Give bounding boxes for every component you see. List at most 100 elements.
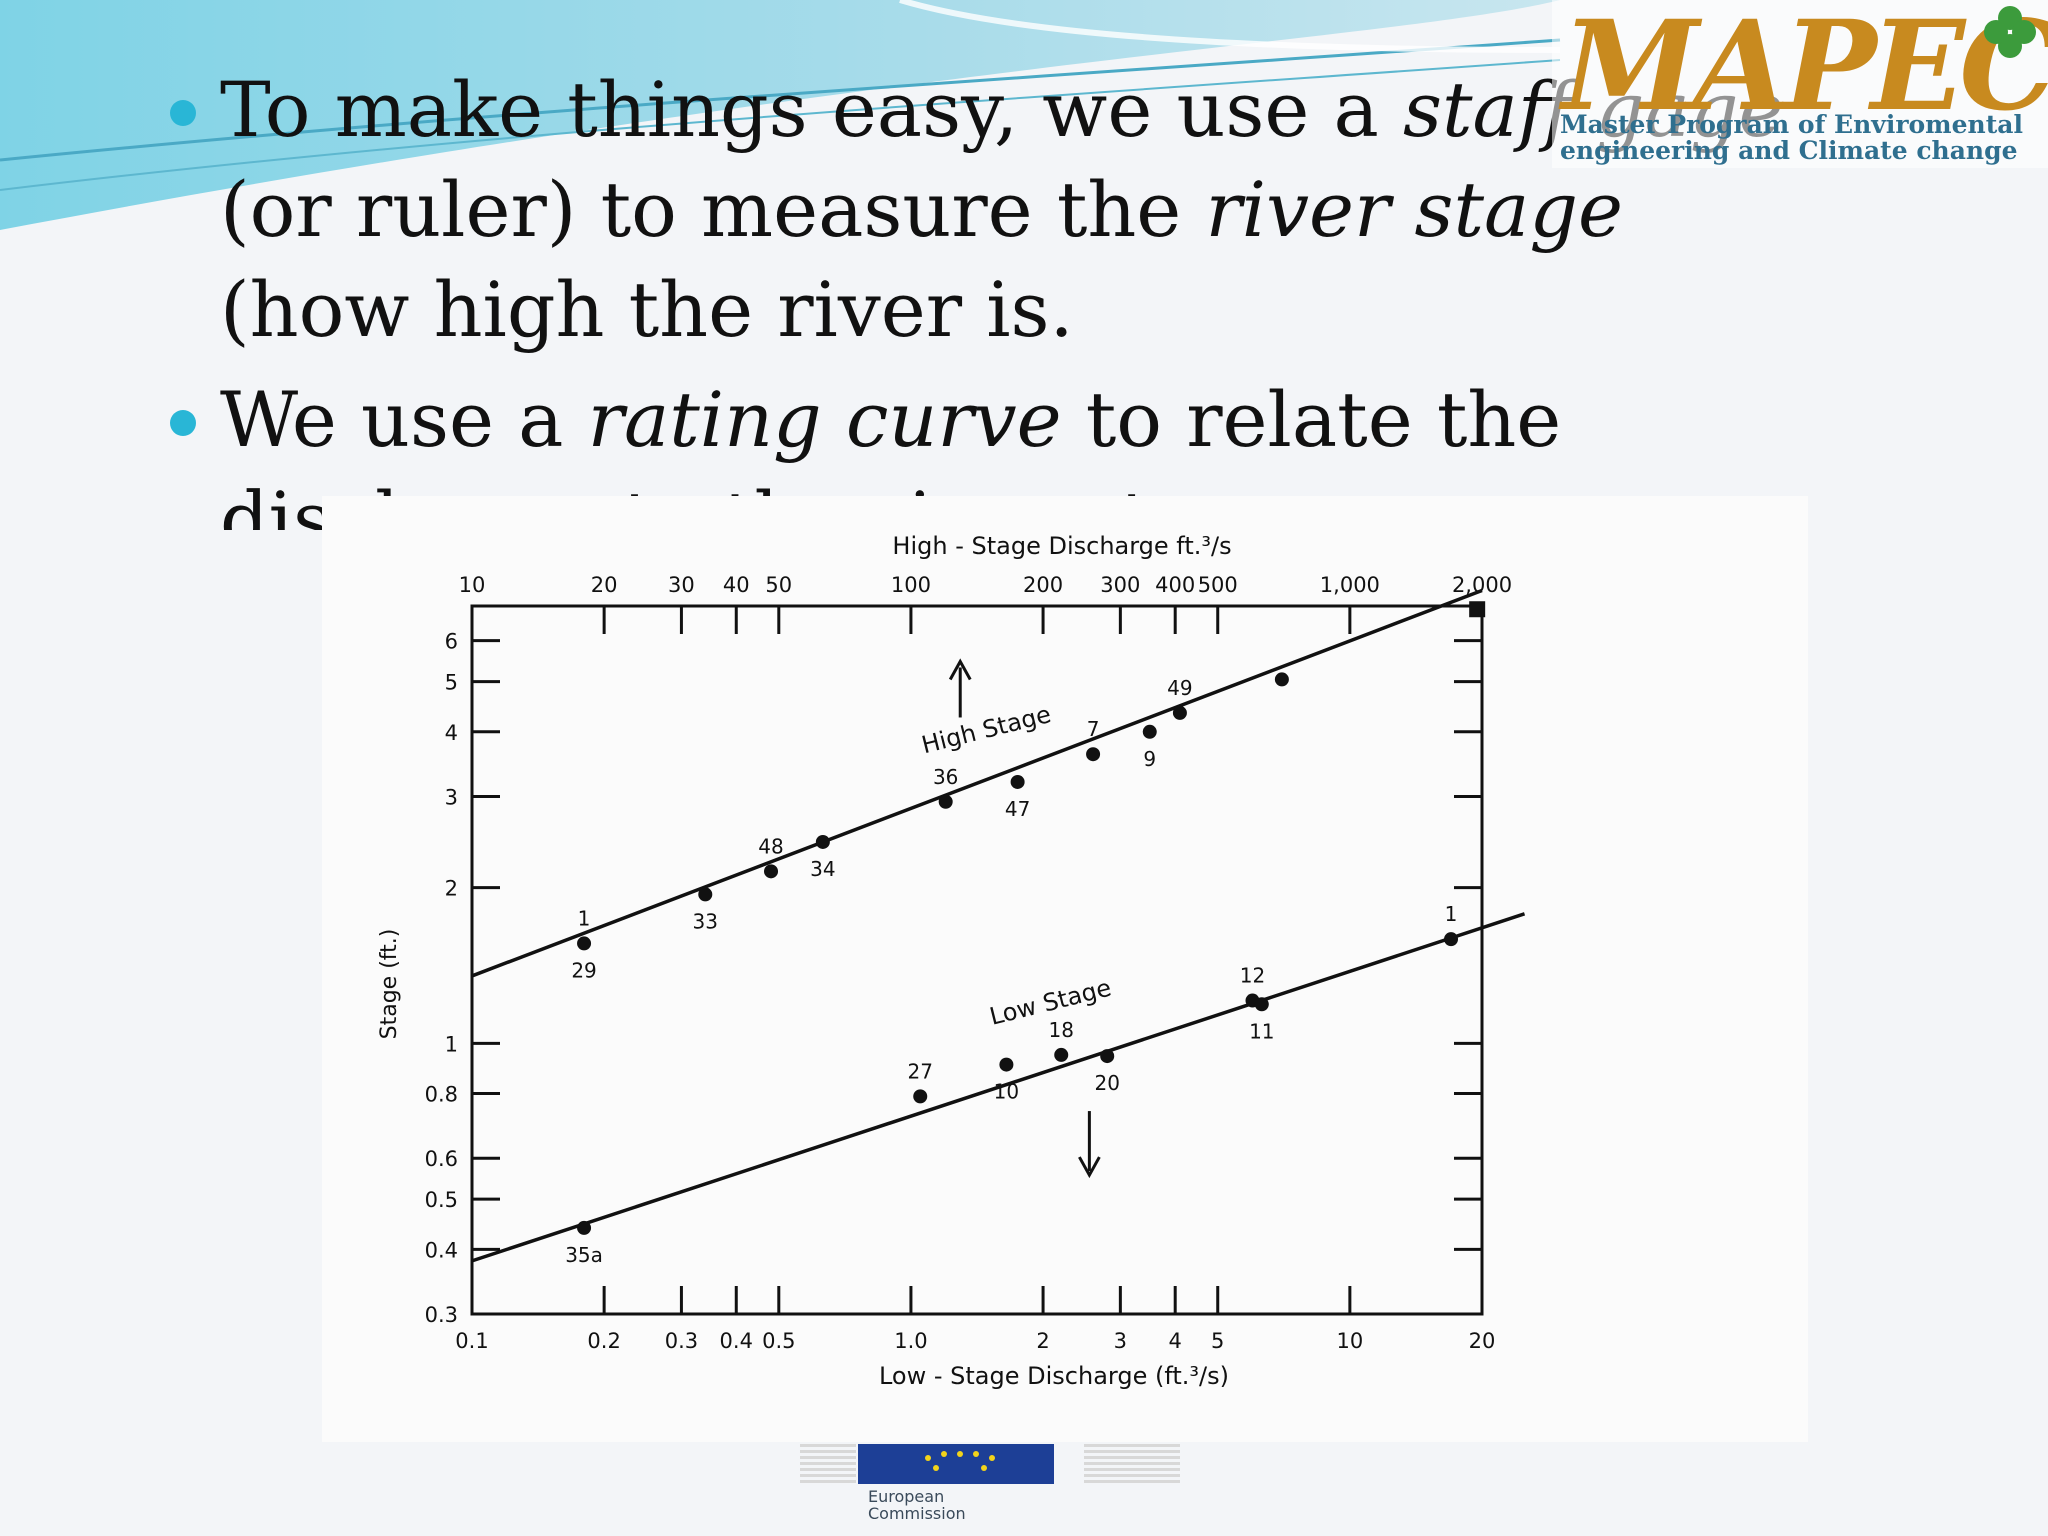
y-tick-label: 3 (445, 785, 458, 809)
top-x-tick-label: 30 (668, 573, 695, 597)
data-point-square (1469, 601, 1486, 618)
down-arrow-head-icon (1078, 1156, 1101, 1179)
bullet-dot-icon (170, 410, 196, 436)
data-point-label: 36 (933, 765, 958, 789)
data-point-label: 1 (578, 906, 591, 930)
bullet-text: We use a (220, 375, 588, 464)
plot-frame (470, 604, 1484, 1316)
ec-wordmark: European Commission (868, 1488, 966, 1522)
top-x-tick-label: 100 (891, 573, 931, 597)
data-point (938, 794, 953, 809)
top-x-tick-label: 40 (723, 573, 750, 597)
ec-stripes (1084, 1444, 1180, 1484)
data-point (1172, 705, 1187, 720)
y-tick-label: 0.4 (425, 1238, 458, 1262)
data-point (815, 834, 830, 849)
top-x-tick-label: 10 (459, 573, 486, 597)
top-x-tick-label: 1,000 (1320, 573, 1380, 597)
mapec-logo: MAPEC Master Program of Enviromental eng… (1552, 0, 2048, 168)
data-point-label: 11 (1249, 1019, 1274, 1043)
y-tick-label: 0.8 (425, 1083, 458, 1107)
ec-stripes (800, 1444, 856, 1484)
data-point (1054, 1047, 1069, 1062)
bullet-rating-curve: We use a rating curve to relate the disc… (160, 370, 1820, 530)
logo-subtitle-line: engineering and Climate change (1560, 136, 2018, 165)
data-point (1086, 747, 1101, 762)
european-commission-logo: European Commission (800, 1444, 1180, 1536)
data-point-label: 10 (994, 1080, 1019, 1104)
high-stage-label: High Stage (919, 700, 1054, 759)
y-tick-label: 4 (445, 721, 458, 745)
data-point (577, 1220, 592, 1235)
bullet-text: To make things easy, we use a (220, 65, 1404, 154)
y-tick-label: 0.6 (425, 1147, 458, 1171)
clover-icon (1984, 6, 2036, 58)
logo-subtitle: Master Program of Enviromental engineeri… (1560, 112, 2048, 164)
data-point (1444, 932, 1459, 947)
top-x-tick-label: 300 (1100, 573, 1140, 597)
data-point (1254, 997, 1269, 1012)
bullet-text: (how high the river is. (220, 265, 1074, 354)
data-point-label: 47 (1005, 797, 1030, 821)
bottom-x-tick-label: 0.5 (762, 1329, 795, 1353)
data-point-label: 29 (571, 958, 596, 982)
bottom-x-tick-label: 2 (1036, 1329, 1049, 1353)
bullet-text: (or ruler) to measure the (220, 165, 1206, 254)
eu-flag-icon (858, 1444, 1054, 1484)
bottom-x-tick-label: 0.1 (455, 1329, 488, 1353)
top-x-tick-label: 400 (1155, 573, 1195, 597)
data-point-label: 18 (1049, 1018, 1074, 1042)
top-x-tick-label: 500 (1198, 573, 1238, 597)
top-x-tick-label: 20 (591, 573, 618, 597)
data-point (1100, 1049, 1115, 1064)
rating-line-low (471, 912, 1526, 1263)
bottom-x-tick-label: 10 (1337, 1329, 1364, 1353)
data-point-label: 9 (1143, 747, 1156, 771)
y-tick-label: 0.3 (425, 1303, 458, 1327)
data-point (577, 936, 592, 951)
bottom-axis-title: Low - Stage Discharge (ft.³/s) (879, 1362, 1229, 1390)
data-point-label: 20 (1094, 1071, 1119, 1095)
ec-wordmark-line: European (868, 1487, 945, 1506)
data-point-label: 7 (1087, 717, 1100, 741)
bullet-emphasis: rating curve (587, 375, 1062, 464)
data-point-label: 49 (1167, 676, 1192, 700)
y-tick-label: 2 (445, 877, 458, 901)
top-x-tick-label: 200 (1023, 573, 1063, 597)
header-wave-decoration (0, 0, 1561, 230)
ec-wordmark-line: Commission (868, 1504, 966, 1523)
data-point-label: 48 (758, 834, 783, 858)
data-point-label: 35a (565, 1243, 603, 1267)
y-tick-label: 5 (445, 671, 458, 695)
data-point-label: 12 (1240, 964, 1265, 988)
y-axis-title: Stage (ft.) (377, 929, 402, 1040)
rating-curve-figure: High - Stage Discharge ft.³/s Low - Stag… (322, 496, 1808, 1442)
data-point (999, 1057, 1014, 1072)
data-point (764, 864, 779, 879)
bottom-x-tick-label: 0.2 (587, 1329, 620, 1353)
top-axis-title: High - Stage Discharge ft.³/s (892, 532, 1231, 560)
top-x-tick-label: 2,000 (1452, 573, 1512, 597)
bottom-x-tick-label: 0.3 (665, 1329, 698, 1353)
data-point (1010, 774, 1025, 789)
data-point (1274, 672, 1289, 687)
bottom-x-tick-label: 0.4 (720, 1329, 753, 1353)
y-tick-label: 0.5 (425, 1188, 458, 1212)
data-point-label: 27 (908, 1059, 933, 1083)
bottom-x-tick-label: 5 (1211, 1329, 1224, 1353)
data-point-label: 1 (1445, 902, 1458, 926)
data-point (913, 1089, 928, 1104)
bottom-x-tick-label: 4 (1169, 1329, 1182, 1353)
top-x-tick-label: 50 (765, 573, 792, 597)
logo-subtitle-line: Master Program of Enviromental (1560, 110, 2023, 139)
data-point-label: 34 (810, 857, 835, 881)
rating-curve-chart: High - Stage Discharge ft.³/s Low - Stag… (377, 532, 1526, 1390)
logo-mark: MAPEC (1562, 0, 2048, 139)
rating-line-high (471, 588, 1483, 978)
data-point (1142, 724, 1157, 739)
bullet-emphasis: river stage (1205, 165, 1623, 254)
bottom-x-tick-label: 1.0 (894, 1329, 927, 1353)
data-point-label: 33 (693, 909, 718, 933)
up-arrow-head-icon (948, 658, 972, 681)
bottom-x-tick-label: 20 (1469, 1329, 1496, 1353)
